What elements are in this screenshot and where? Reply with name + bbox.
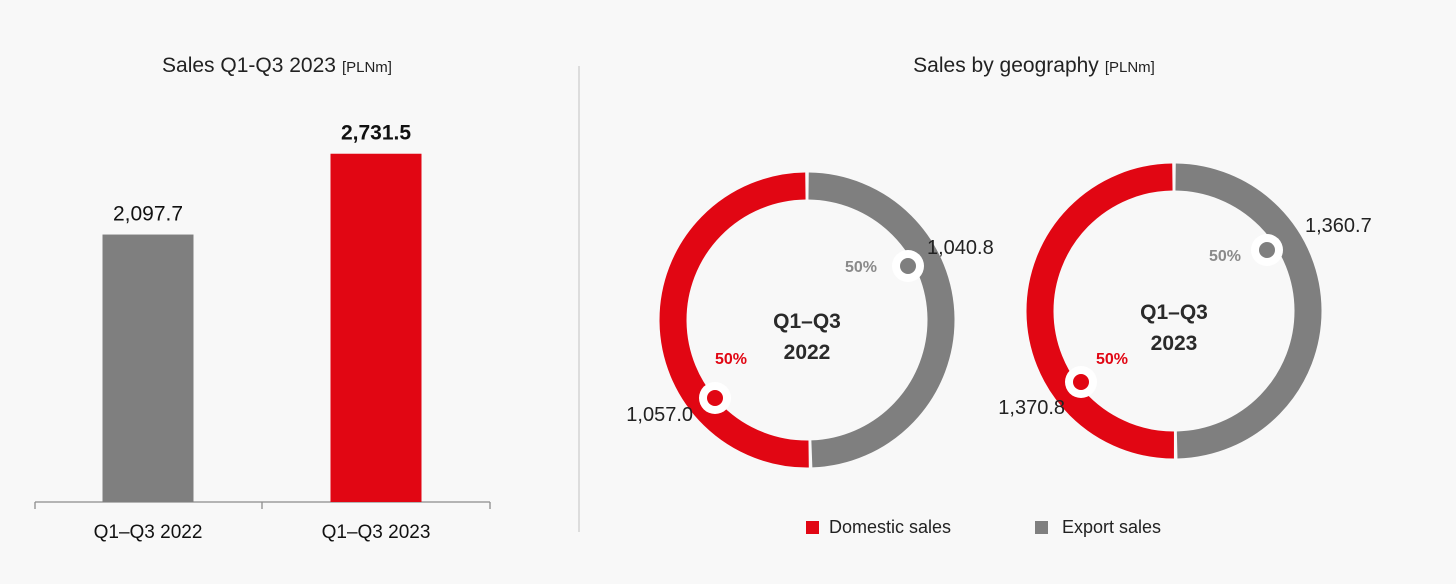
bar-chart-title: Sales Q1-Q3 2023 [PLNm] xyxy=(162,54,392,77)
category-label: Q1–Q3 2023 xyxy=(322,522,431,543)
slice-value-label: 1,360.7 xyxy=(1305,215,1372,237)
donut-center-label: Q1–Q3 xyxy=(773,310,841,333)
legend: Domestic sales Export sales xyxy=(806,517,1161,537)
category-label: Q1–Q3 2022 xyxy=(94,522,203,543)
bar-chart: 2,097.7 Q1–Q3 2022 2,731.5 Q1–Q3 2023 xyxy=(34,122,491,543)
slice-marker-dot xyxy=(1073,374,1089,390)
slice-marker-dot xyxy=(900,258,916,274)
legend-swatch-export xyxy=(1035,521,1048,534)
donut-slice-domestic xyxy=(1026,163,1175,459)
slice-percent-label: 50% xyxy=(845,259,877,276)
bar-1 xyxy=(102,234,194,502)
slice-value-label: 1,040.8 xyxy=(927,237,994,259)
donut-slice-export xyxy=(808,172,955,468)
donut-center-label: 2023 xyxy=(1151,332,1198,355)
donut-slice-domestic xyxy=(659,172,809,468)
bar-2 xyxy=(330,153,422,502)
donut-center-label: Q1–Q3 xyxy=(1140,301,1208,324)
slice-percent-label: 50% xyxy=(1096,351,1128,368)
slice-value-label: 1,370.8 xyxy=(998,397,1065,419)
slice-percent-label: 50% xyxy=(715,351,747,368)
donut-chart-title: Sales by geography [PLNm] xyxy=(913,54,1155,77)
donut-charts: 50% 1,057.0 50% 1,040.8 Q1–Q3 2022 50% 1,370.8 5… xyxy=(626,163,1372,468)
legend-label-export: Export sales xyxy=(1062,517,1161,537)
bar-value-label: 2,731.5 xyxy=(341,122,411,145)
slice-value-label: 1,057.0 xyxy=(626,404,693,426)
slice-marker-dot xyxy=(707,390,723,406)
bar-value-label: 2,097.7 xyxy=(113,203,183,226)
legend-swatch-domestic xyxy=(806,521,819,534)
donut-center-label: 2022 xyxy=(784,341,831,364)
slice-marker-dot xyxy=(1259,242,1275,258)
slice-percent-label: 50% xyxy=(1209,248,1241,265)
legend-label-domestic: Domestic sales xyxy=(829,517,951,537)
donut-slice-export xyxy=(1175,163,1322,459)
